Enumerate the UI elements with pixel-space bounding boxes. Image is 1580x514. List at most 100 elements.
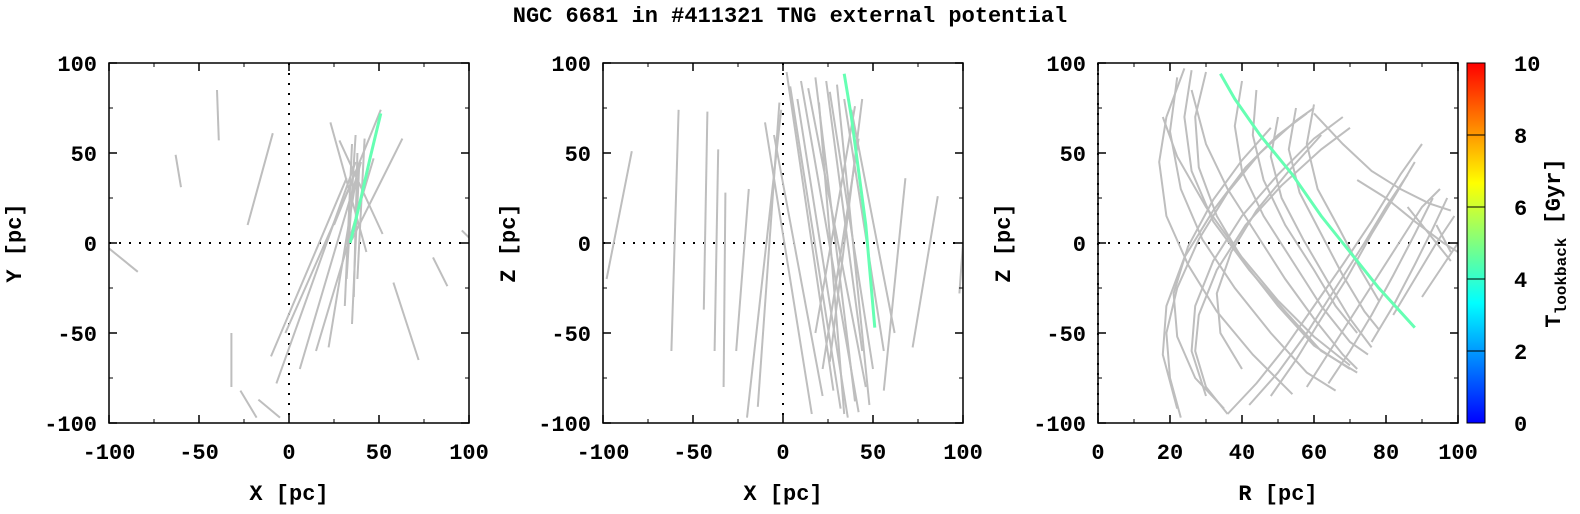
past-orbits [1158,68,1458,418]
colorbar-tick-label: 0 [1514,413,1527,438]
past-orbit-line [1248,174,1409,406]
colorbar-tick-label: 8 [1514,125,1527,150]
x-tick-label: 100 [943,441,983,466]
y-axis-label: Z [pc] [992,203,1017,282]
past-orbit-line [1421,242,1458,298]
past-orbit-line [836,84,871,406]
x-tick-label: 0 [282,441,295,466]
past-orbit-line [216,89,220,141]
x-tick-label: 100 [449,441,489,466]
y-tick-label: 100 [57,53,97,78]
past-orbit-line [818,102,846,415]
past-orbit-line [1194,71,1351,370]
past-orbit-line [432,256,449,287]
y-tick-label: 100 [551,53,591,78]
past-orbit-line [828,98,864,362]
past-orbit-line [789,86,842,409]
colorbar-label-main: T [1542,314,1567,327]
x-tick-label: 80 [1373,441,1399,466]
past-orbit-line [670,109,680,352]
current-orbit-line [842,73,877,328]
past-orbit-line [773,134,824,397]
x-axis-label: R [pc] [1238,482,1317,507]
y-tick-label: -100 [44,413,97,438]
past-orbit-line [1327,197,1434,384]
colorbar-label: Tlookback [Gyr] [1542,158,1571,327]
past-orbit-line [392,282,420,361]
panel-xz: -100 -50 0 50 100 -100 -50 0 50 100 X [pc] Z [pc] [497,53,983,507]
past-orbit-line [1370,197,1449,343]
x-tick-label: -50 [673,441,713,466]
past-orbit-line [338,139,384,235]
panel-rz: 0 20 40 60 80 100 -100 -50 0 50 100 R [pc] Z [pc] [992,53,1478,507]
past-orbit-line [814,106,856,334]
x-tick-label: 50 [366,441,392,466]
past-orbit-line [1356,179,1458,253]
past-orbit-line [722,192,727,388]
past-orbit-line [1233,80,1369,356]
past-orbit-line [356,138,366,280]
x-axis-label: X [pc] [743,482,822,507]
past-orbit-line [174,154,182,188]
past-orbit-line [333,109,382,226]
current-orbit-line [348,113,383,244]
colorbar-tick-label: 10 [1514,53,1540,78]
past-orbit-line [351,138,404,240]
past-orbit-line [807,88,867,388]
past-orbit-line [882,178,907,391]
current-orbit-line [1219,73,1416,329]
past-orbit-line [1190,116,1344,397]
y-tick-label: 50 [1060,143,1086,168]
x-axis-label: X [pc] [249,482,328,507]
past-orbit-line [109,247,139,273]
y-tick-label: 0 [1073,233,1086,258]
x-tick-label: -100 [83,441,136,466]
past-orbit-line [345,134,357,280]
colorbar: 0 2 4 6 8 10 Tlookback [Gyr] [1466,53,1571,438]
x-tick-label: 50 [860,441,886,466]
past-orbit-line [702,111,709,310]
past-orbit-line [1305,188,1441,388]
past-orbit-line [1226,143,1423,415]
past-orbit-line [1313,112,1452,212]
x-tick-label: -50 [179,441,219,466]
past-orbit-line [756,102,781,407]
y-tick-label: -50 [57,323,97,348]
past-orbit-line [246,132,274,226]
colorbar-label-unit: [Gyr] [1542,158,1567,237]
x-tick-label: 40 [1229,441,1255,466]
colorbar-tick-label: 6 [1514,197,1527,222]
past-orbit-line [785,71,835,391]
past-orbits [605,71,963,418]
past-orbit-line [605,151,633,280]
x-tick-label: 0 [776,441,789,466]
y-tick-label: 50 [565,143,591,168]
colorbar-tick-label: 2 [1514,341,1527,366]
x-tick-label: 20 [1157,441,1183,466]
y-tick-label: 100 [1046,53,1086,78]
y-tick-label: 50 [71,143,97,168]
past-orbit-line [1305,104,1380,302]
past-orbit-line [764,122,813,415]
past-orbit-line [343,143,353,307]
past-orbit-line [713,149,720,352]
past-orbit-line [1392,215,1456,316]
past-orbit-line [1406,206,1452,262]
past-orbit-line [1161,112,1308,409]
colorbar-label-sub: lookback [1553,237,1571,314]
past-orbit-line [270,177,348,357]
x-tick-label: 0 [1091,441,1104,466]
past-orbit-line [239,390,258,419]
past-orbit-line [1172,127,1272,410]
past-orbit-line [275,161,357,384]
colorbar-ticks: 0 2 4 6 8 10 [1467,53,1540,438]
x-tick-label: 60 [1301,441,1327,466]
y-axis-label: Z [pc] [497,203,522,282]
past-orbit-line [1435,224,1452,253]
past-orbit-line [461,229,469,239]
y-axis-label: Y [pc] [3,203,28,282]
x-tick-label: 100 [1438,441,1478,466]
past-orbit-line [257,398,281,419]
past-orbit-line [825,80,864,352]
